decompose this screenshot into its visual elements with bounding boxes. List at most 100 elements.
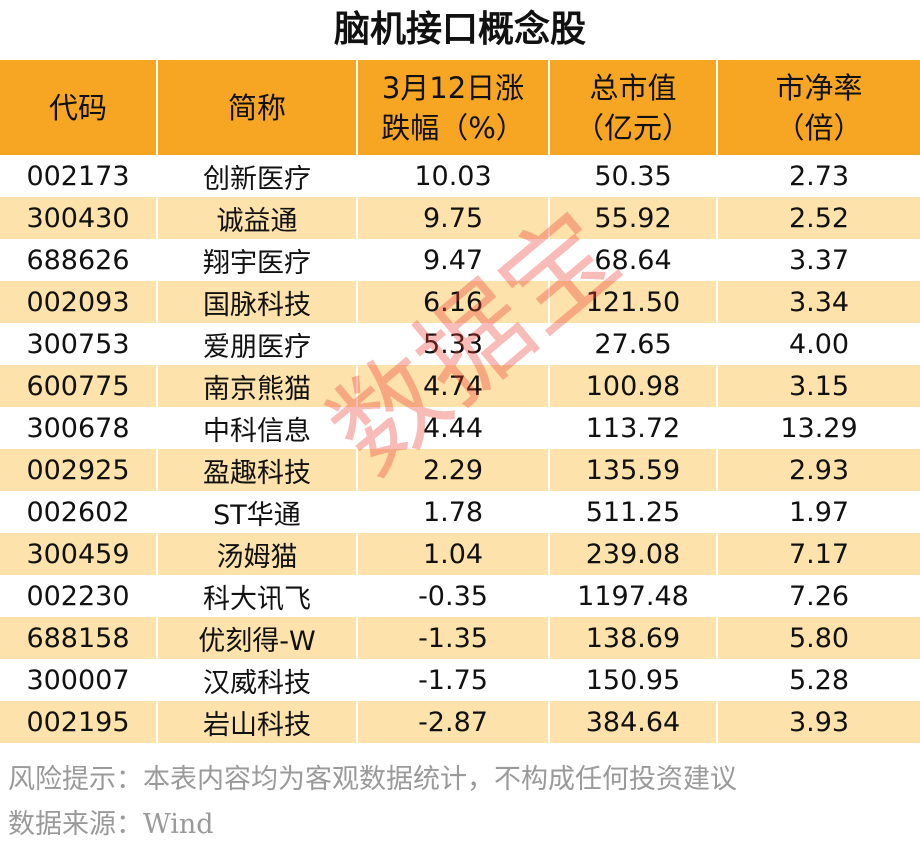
table-row: 002925 盈趣科技 2.29 135.59 2.93 bbox=[0, 449, 920, 491]
table-cell: 1.78 bbox=[357, 491, 550, 533]
table-cell: 3.34 bbox=[717, 281, 920, 323]
table-cell: 300459 bbox=[0, 533, 158, 575]
header-line: 3月12日涨 bbox=[381, 70, 525, 105]
table-cell: 300678 bbox=[0, 407, 158, 449]
table-cell: 55.92 bbox=[549, 197, 718, 239]
header-line: （亿元） bbox=[574, 110, 691, 145]
table-cell: -1.35 bbox=[357, 617, 550, 659]
table-cell: 3.15 bbox=[717, 365, 920, 407]
table-cell: 002173 bbox=[0, 155, 158, 197]
table-cell: 7.26 bbox=[788, 580, 850, 612]
table-cell: 盈趣科技 bbox=[157, 449, 358, 491]
header-cell: 3月12日涨 跌幅（%） bbox=[357, 60, 550, 155]
table-cell: 300007 bbox=[0, 659, 158, 701]
table-cell: 138.69 bbox=[549, 617, 718, 659]
table-cell: 2.73 bbox=[788, 160, 850, 192]
table-cell: 岩山科技 bbox=[157, 701, 358, 743]
header-row: 代码 简称 3月12日涨 跌幅（%） 总市值 （亿元） 市净率 （倍） bbox=[0, 60, 920, 155]
table-cell: 150.95 bbox=[549, 659, 718, 701]
table-cell: 4.74 bbox=[357, 365, 550, 407]
table-cell: 384.64 bbox=[549, 701, 718, 743]
table-cell: 9.47 bbox=[357, 239, 550, 281]
table-cell: 2.29 bbox=[357, 449, 550, 491]
table-cell: 5.80 bbox=[717, 617, 920, 659]
table-cell: 爱朋医疗 bbox=[157, 323, 358, 365]
header-line: 简称 bbox=[227, 90, 286, 125]
table-cell: 100.98 bbox=[549, 365, 718, 407]
table-cell: 汉威科技 bbox=[157, 659, 358, 701]
table-cell: 创新医疗 bbox=[157, 155, 358, 197]
table-cell: -0.35 bbox=[357, 575, 550, 617]
table-cell: 27.65 bbox=[549, 323, 718, 365]
table: 代码 简称 3月12日涨 跌幅（%） 总市值 （亿元） 市净率 （倍） 002173 创新医疗 1… bbox=[0, 60, 920, 743]
table-cell: 6.16 bbox=[357, 281, 550, 323]
header-line: （倍） bbox=[775, 110, 863, 145]
table-row: 002093 国脉科技 6.16 121.50 3.34 bbox=[0, 281, 920, 323]
table-cell: 5.28 bbox=[788, 664, 850, 696]
footer-note: 风险提示：本表内容均为客观数据统计，不构成任何投资建议 bbox=[8, 764, 737, 795]
table-body: 002173 创新医疗 10.03 50.35 2.73 300430 诚益通 9.75 55.… bbox=[0, 155, 920, 743]
table-cell: 239.08 bbox=[549, 533, 718, 575]
table-row: 002195 岩山科技 -2.87 384.64 3.93 bbox=[0, 701, 920, 743]
table-cell: -2.87 bbox=[357, 701, 550, 743]
table-cell: 7.17 bbox=[717, 533, 920, 575]
table-cell: 135.59 bbox=[549, 449, 718, 491]
table-cell: 南京熊猫 bbox=[157, 365, 358, 407]
table-cell: 4.44 bbox=[357, 407, 550, 449]
header-line: 跌幅（%） bbox=[381, 110, 525, 145]
table-cell: 002925 bbox=[0, 449, 158, 491]
table-cell: 中科信息 bbox=[157, 407, 358, 449]
header-cell: 代码 bbox=[0, 60, 158, 155]
table-cell: 121.50 bbox=[549, 281, 718, 323]
header-line: 代码 bbox=[48, 90, 107, 125]
table-row: 300007 汉威科技 -1.75 150.95 5.28 bbox=[0, 659, 920, 701]
table-cell: 113.72 bbox=[549, 407, 718, 449]
table-row: 688626 翔宇医疗 9.47 68.64 3.37 bbox=[0, 239, 920, 281]
table-row: 002230 科大讯飞 -0.35 1197.48 7.26 bbox=[0, 575, 920, 617]
title: 脑机接口概念股 bbox=[333, 9, 586, 50]
table-row: 600775 南京熊猫 4.74 100.98 3.15 bbox=[0, 365, 920, 407]
table-cell: 优刻得-W bbox=[157, 617, 358, 659]
table-cell: 5.33 bbox=[357, 323, 550, 365]
table-cell: 1197.48 bbox=[549, 575, 718, 617]
table-cell: 1.04 bbox=[357, 533, 550, 575]
header-cell: 总市值 （亿元） bbox=[549, 60, 718, 155]
table-cell: ST华通 bbox=[157, 491, 358, 533]
table-row: 688158 优刻得-W -1.35 138.69 5.80 bbox=[0, 617, 920, 659]
table-cell: 600775 bbox=[0, 365, 158, 407]
table-row: 002602 ST华通 1.78 511.25 1.97 bbox=[0, 491, 920, 533]
table-row: 300678 中科信息 4.44 113.72 13.29 bbox=[0, 407, 920, 449]
table-cell: 511.25 bbox=[549, 491, 718, 533]
footer-source: 数据来源：Wind bbox=[8, 809, 214, 840]
table-cell: 50.35 bbox=[549, 155, 718, 197]
header-line: 市净率 bbox=[775, 70, 863, 105]
table-row: 300753 爱朋医疗 5.33 27.65 4.00 bbox=[0, 323, 920, 365]
table-cell: 300430 bbox=[0, 197, 158, 239]
header-cell: 市净率 （倍） bbox=[717, 60, 920, 155]
table-cell: 科大讯飞 bbox=[157, 575, 358, 617]
table-cell: 688158 bbox=[0, 617, 158, 659]
table-cell: 2.52 bbox=[717, 197, 920, 239]
table-cell: 3.37 bbox=[788, 244, 850, 276]
table-cell: 1.97 bbox=[788, 496, 850, 528]
header-cell: 简称 bbox=[157, 60, 358, 155]
table-cell: -1.75 bbox=[357, 659, 550, 701]
table-row: 002173 创新医疗 10.03 50.35 2.73 bbox=[0, 155, 920, 197]
table-cell: 3.93 bbox=[717, 701, 920, 743]
table-cell: 002230 bbox=[0, 575, 158, 617]
table-row: 300459 汤姆猫 1.04 239.08 7.17 bbox=[0, 533, 920, 575]
table-cell: 4.00 bbox=[788, 328, 850, 360]
table-cell: 9.75 bbox=[357, 197, 550, 239]
table-row: 300430 诚益通 9.75 55.92 2.52 bbox=[0, 197, 920, 239]
table-cell: 汤姆猫 bbox=[157, 533, 358, 575]
table-cell: 翔宇医疗 bbox=[157, 239, 358, 281]
table-cell: 688626 bbox=[0, 239, 158, 281]
table-cell: 13.29 bbox=[780, 412, 858, 444]
table-cell: 2.93 bbox=[717, 449, 920, 491]
table-cell: 300753 bbox=[0, 323, 158, 365]
table-cell: 002602 bbox=[0, 491, 158, 533]
table-cell: 诚益通 bbox=[157, 197, 358, 239]
header-line: 总市值 bbox=[589, 70, 677, 105]
table-cell: 10.03 bbox=[357, 155, 550, 197]
